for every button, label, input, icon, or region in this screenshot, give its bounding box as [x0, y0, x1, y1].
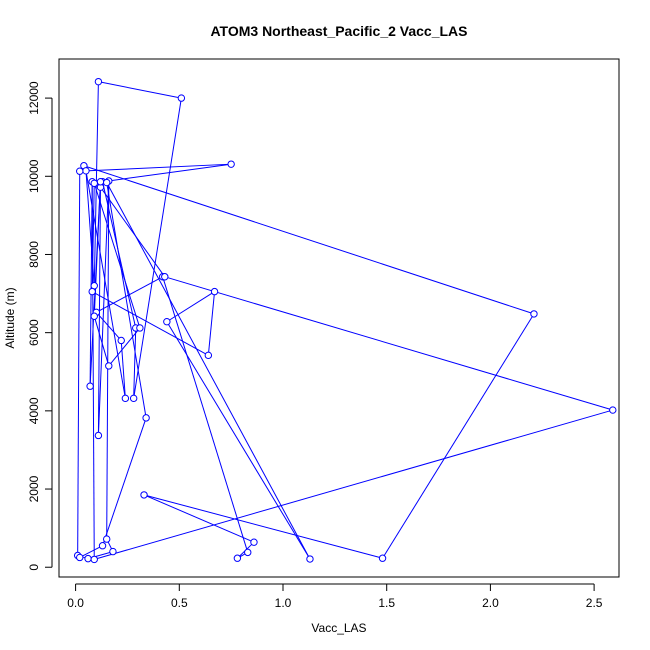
series-segment: [101, 189, 164, 275]
series-segment: [86, 173, 126, 396]
y-tick-label: 6000: [27, 319, 41, 346]
x-tick-label: 1.5: [378, 596, 395, 610]
series-segment: [77, 174, 81, 553]
series-segment: [94, 186, 140, 326]
data-point: [378, 554, 387, 562]
series-segment: [98, 184, 110, 433]
series-segment: [133, 331, 137, 396]
chart-title: ATOM3 Northeast_Pacific_2 Vacc_LAS: [210, 23, 467, 39]
data-point: [98, 542, 107, 550]
data-point: [88, 287, 96, 296]
x-tick-label: 1.0: [275, 596, 292, 610]
series-segment: [133, 101, 182, 396]
data-point: [161, 273, 169, 281]
series-segment: [98, 314, 120, 339]
data-point: [90, 312, 98, 320]
series-segment: [120, 343, 126, 396]
series-segment: [106, 184, 110, 536]
x-tick-label: 2.5: [586, 596, 603, 610]
series-segment: [86, 166, 532, 314]
series-segment: [383, 316, 533, 556]
series-segment: [94, 292, 206, 355]
series-segment: [146, 495, 252, 542]
data-point: [244, 548, 252, 557]
series-segment: [110, 330, 139, 364]
series-layer: [73, 77, 617, 564]
data-point: [90, 555, 98, 564]
data-point: [94, 77, 103, 86]
series-segment: [101, 81, 179, 98]
series-segment: [103, 420, 146, 543]
series-segment: [97, 410, 610, 560]
data-point: [103, 178, 111, 187]
data-point: [136, 324, 144, 332]
x-tick-label: 2.0: [482, 596, 499, 610]
series-segment: [107, 541, 112, 549]
series-segment: [167, 277, 610, 410]
data-point: [140, 491, 148, 499]
series-segment: [239, 553, 246, 558]
series-segment: [163, 279, 248, 550]
y-tick-label: 12000: [27, 81, 41, 115]
data-point: [204, 351, 213, 360]
data-point: [90, 179, 98, 188]
series-segment: [91, 186, 95, 289]
y-tick-label: 0: [27, 564, 41, 571]
series-segment: [82, 163, 228, 172]
data-point: [142, 414, 150, 422]
x-tick-label: 0.0: [67, 596, 84, 610]
data-point: [227, 160, 235, 168]
y-tick-label: 4000: [27, 397, 41, 424]
data-point: [105, 362, 113, 370]
series-segment: [106, 185, 147, 415]
data-point: [96, 178, 105, 186]
data-point: [609, 406, 617, 414]
y-tick-label: 2000: [27, 475, 41, 502]
series-segment: [82, 546, 100, 557]
series-segment: [168, 324, 309, 557]
data-point: [84, 554, 92, 563]
series-segment: [105, 164, 229, 182]
data-point: [530, 310, 538, 318]
data-point: [117, 336, 125, 345]
data-point: [163, 318, 171, 326]
data-point: [250, 538, 258, 546]
plot-frame: [58, 58, 620, 578]
x-tick-label: 0.5: [171, 596, 188, 610]
data-point: [82, 167, 90, 175]
series-segment: [107, 185, 309, 557]
x-axis: 0.0 0.5 1.0 1.5 2.0 2.5: [67, 583, 603, 610]
y-axis-label: Altitude (m): [3, 287, 17, 348]
data-point: [306, 555, 314, 563]
data-point: [76, 167, 84, 175]
data-point: [94, 431, 103, 440]
x-axis-label: Vacc_LAS: [311, 621, 366, 635]
series-segment: [147, 495, 380, 558]
series-segment: [169, 292, 213, 321]
data-point: [129, 394, 138, 403]
data-point: [103, 535, 111, 543]
y-tick-label: 8000: [27, 241, 41, 268]
y-axis: 0 2000 4000 6000 8000 10000 12000: [27, 81, 53, 571]
data-point: [210, 287, 219, 296]
data-point: [177, 94, 186, 102]
series-segment: [208, 294, 215, 353]
series-segment: [94, 319, 109, 363]
y-tick-label: 10000: [27, 159, 41, 193]
data-point: [76, 553, 84, 562]
data-point: [233, 554, 242, 562]
data-point: [86, 382, 94, 390]
series-segment: [91, 184, 95, 557]
data-point: [109, 547, 117, 556]
data-point: [121, 394, 130, 403]
